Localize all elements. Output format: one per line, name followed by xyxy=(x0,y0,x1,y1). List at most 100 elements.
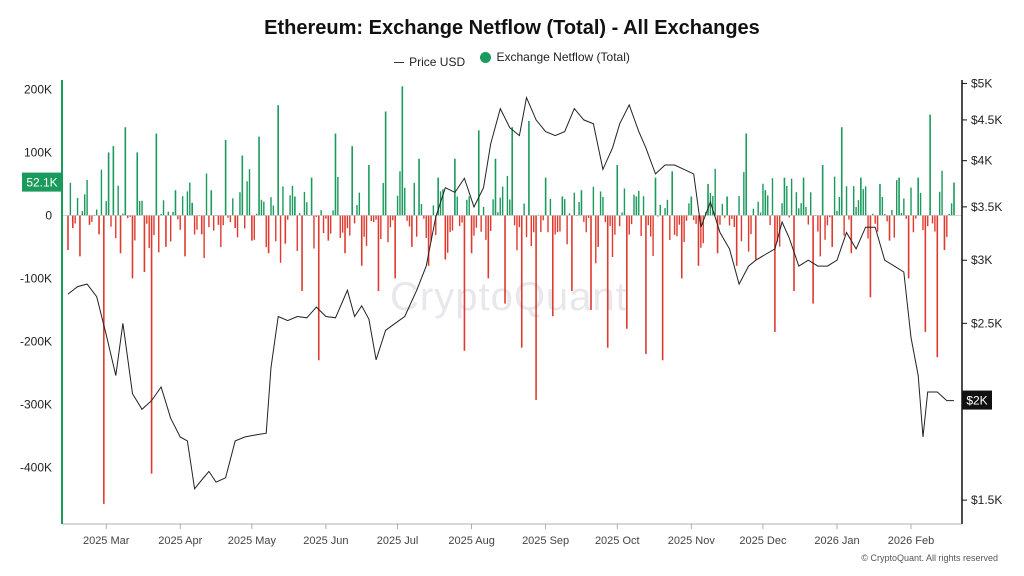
netflow-bar xyxy=(485,215,487,240)
netflow-bar xyxy=(509,199,511,216)
netflow-bar xyxy=(418,158,420,216)
x-tick-label: 2026 Jan xyxy=(814,535,859,547)
netflow-bar xyxy=(864,186,867,216)
netflow-bar xyxy=(776,215,778,243)
netflow-bar xyxy=(513,215,516,226)
netflow-bar xyxy=(860,177,862,216)
netflow-bar xyxy=(260,199,263,216)
netflow-bar xyxy=(198,215,201,217)
netflow-bar xyxy=(475,215,478,228)
x-tick-label: 2025 Jun xyxy=(303,535,348,547)
netflow-bar xyxy=(726,196,728,216)
netflow-bar xyxy=(659,204,661,216)
netflow-bar xyxy=(551,215,554,317)
netflow-bar xyxy=(325,215,327,219)
netflow-bar xyxy=(786,185,788,216)
netflow-bar xyxy=(375,215,377,220)
netflow-bar xyxy=(329,215,332,234)
netflow-bar xyxy=(382,183,384,216)
netflow-bar xyxy=(611,215,614,257)
netflow-bar xyxy=(645,215,647,354)
netflow-bar xyxy=(167,211,170,216)
netflow-bar xyxy=(332,210,334,216)
netflow-bar xyxy=(673,215,676,235)
legend-label-netflow: Exchange Netflow (Total) xyxy=(496,50,630,64)
netflow-bar xyxy=(888,215,891,241)
netflow-bar xyxy=(499,197,501,216)
netflow-bar xyxy=(435,215,437,235)
netflow-bar xyxy=(244,215,246,229)
netflow-bar xyxy=(953,182,955,216)
netflow-bar xyxy=(544,177,547,216)
netflow-bar xyxy=(103,215,105,504)
netflow-bar xyxy=(110,215,112,227)
price-line xyxy=(67,95,954,490)
netflow-bar xyxy=(444,215,447,260)
netflow-bar xyxy=(728,215,731,226)
netflow-bar xyxy=(404,187,406,216)
legend-item-netflow[interactable]: Exchange Netflow (Total) xyxy=(480,50,630,64)
netflow-bar xyxy=(774,215,776,332)
netflow-bar xyxy=(492,199,494,216)
netflow-bar xyxy=(181,196,184,216)
netflow-bar xyxy=(349,215,351,236)
left-tick-label: -100K xyxy=(20,271,52,285)
netflow-bar xyxy=(738,195,740,216)
netflow-bar xyxy=(127,215,129,219)
netflow-bar xyxy=(88,215,91,225)
netflow-bar xyxy=(547,215,549,233)
netflow-bar xyxy=(874,215,876,224)
netflow-bar xyxy=(661,215,664,361)
netflow-bar xyxy=(747,215,750,252)
x-tick-label: 2025 Aug xyxy=(448,535,495,547)
netflow-bar xyxy=(848,215,850,220)
netflow-bar xyxy=(697,215,700,266)
netflow-bar xyxy=(313,215,315,249)
left-tick-label: -400K xyxy=(20,460,52,474)
netflow-bar xyxy=(275,215,277,242)
legend: Price USD Exchange Netflow (Total) xyxy=(0,50,1024,69)
netflow-bar xyxy=(270,197,272,216)
netflow-bar xyxy=(138,201,141,216)
netflow-bar xyxy=(258,136,260,216)
netflow-bar xyxy=(189,182,191,216)
netflow-bar xyxy=(702,215,704,244)
netflow-bar xyxy=(721,203,724,216)
netflow-bar xyxy=(678,215,681,225)
netflow-bar xyxy=(602,196,604,216)
netflow-bar xyxy=(160,213,162,216)
netflow-bar xyxy=(630,215,633,225)
netflow-bar xyxy=(934,215,936,232)
netflow-bar xyxy=(401,86,404,216)
netflow-bar xyxy=(903,198,905,216)
netflow-bar xyxy=(599,191,602,216)
netflow-bar xyxy=(356,205,358,216)
netflow-bar xyxy=(463,215,466,351)
netflow-bar xyxy=(468,196,470,216)
netflow-bar xyxy=(155,133,158,216)
netflow-bar xyxy=(680,215,683,279)
netflow-bar xyxy=(628,215,630,235)
netflow-bar xyxy=(640,215,642,237)
legend-item-price[interactable]: Price USD xyxy=(394,55,465,69)
netflow-bar xyxy=(635,196,638,216)
netflow-bar xyxy=(757,201,759,216)
netflow-bar xyxy=(762,183,764,216)
netflow-bar xyxy=(406,215,408,221)
netflow-bar xyxy=(289,195,291,216)
netflow-bar xyxy=(707,183,709,216)
netflow-bar xyxy=(824,215,826,240)
netflow-bar xyxy=(788,215,790,218)
netflow-bar xyxy=(606,215,609,348)
netflow-bar xyxy=(196,215,198,230)
netflow-bar xyxy=(657,215,659,217)
netflow-bar xyxy=(614,215,616,235)
netflow-bar xyxy=(520,215,523,348)
netflow-bar xyxy=(454,158,456,216)
netflow-bar xyxy=(857,200,860,216)
netflow-bar xyxy=(855,206,857,216)
netflow-bar xyxy=(122,213,124,216)
right-tick-label: $5K xyxy=(971,76,992,90)
x-tick-label: 2025 Mar xyxy=(83,535,130,547)
